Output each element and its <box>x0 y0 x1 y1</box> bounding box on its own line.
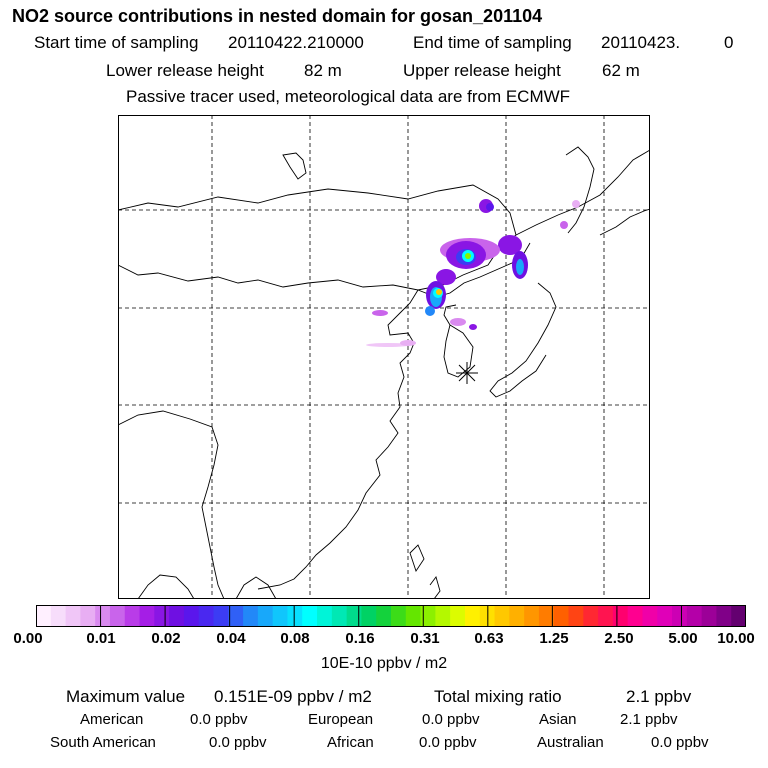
colorbar-tick-label: 0.00 <box>13 630 43 647</box>
region-value-australian: 0.0 ppbv <box>651 734 709 751</box>
end-time-value: 20110423. <box>601 33 681 52</box>
colorbar-cell <box>598 605 614 627</box>
colorbar-cell <box>243 605 259 627</box>
region-name-african: African <box>327 734 374 751</box>
colorbar-tick-label: 0.02 <box>151 630 181 647</box>
region-name-american: American <box>80 711 144 728</box>
colorbar-cell <box>538 605 555 627</box>
colorbar-cell <box>65 605 81 627</box>
colorbar-cell <box>568 605 584 627</box>
region-value-asian: 2.1 ppbv <box>620 711 678 728</box>
coastlines-and-borders <box>118 146 650 599</box>
map-gridlines <box>118 115 650 599</box>
colorbar-cell <box>420 605 436 627</box>
colorbar-cell <box>95 605 111 627</box>
start-time-value: 20110422.210000 <box>228 33 364 52</box>
colorbar-tick-label: 0.63 <box>474 630 504 647</box>
colorbar-tick-label: 5.00 <box>668 630 698 647</box>
colorbar-cell <box>391 605 407 627</box>
colorbar-cell <box>331 605 348 627</box>
colorbar-cell <box>657 605 673 627</box>
colorbar-tick-label: 0.16 <box>345 630 375 647</box>
map-frame <box>118 115 650 599</box>
region-name-european: European <box>308 711 374 728</box>
end-time-suffix: 0 <box>724 33 734 52</box>
colorbar-cell <box>257 605 274 627</box>
region-name-asian: Asian <box>539 711 577 728</box>
lower-height-label: Lower release height <box>106 61 264 80</box>
region-value-american: 0.0 ppbv <box>190 711 248 728</box>
colorbar-cell <box>553 605 570 627</box>
tracer-note: Passive tracer used, meteorological data… <box>126 87 571 106</box>
colorbar-cell <box>183 605 200 627</box>
total-mixing-label: Total mixing ratio <box>434 687 562 706</box>
colorbar-cell <box>376 605 392 627</box>
colorbar-cell <box>361 605 377 627</box>
colorbar-cell <box>731 605 746 627</box>
colorbar-cell <box>169 605 185 627</box>
colorbar-cell <box>272 605 289 627</box>
colorbar-tick-label: 0.31 <box>410 630 440 647</box>
region-name-australian: Australian <box>537 734 604 751</box>
figure-title: NO2 source contributions in nested domai… <box>12 6 543 26</box>
colorbar-cell <box>612 605 629 627</box>
colorbar-cell <box>139 605 155 627</box>
colorbar-cell <box>627 605 644 627</box>
colorbar-cell <box>50 605 67 627</box>
colorbar-cell <box>583 605 599 627</box>
colorbar-cell <box>494 605 510 627</box>
max-value: 0.151E-09 ppbv / m2 <box>214 687 372 706</box>
colorbar-frame <box>36 605 746 627</box>
region-value-european: 0.0 ppbv <box>422 711 480 728</box>
region-value-south-american: 0.0 ppbv <box>209 734 267 751</box>
colorbar-cell <box>642 605 658 627</box>
region-value-african: 0.0 ppbv <box>419 734 477 751</box>
colorbar-cell <box>509 605 525 627</box>
colorbar-cell <box>464 605 481 627</box>
colorbar-cell <box>198 605 215 627</box>
colorbar-tick-label: 0.08 <box>280 630 310 647</box>
colorbar-cell <box>701 605 718 627</box>
receptor-site-marker <box>456 362 478 384</box>
colorbar-tick-label: 0.04 <box>216 630 246 647</box>
colorbar-tick-label: 1.25 <box>539 630 569 647</box>
colorbar-tick-label: 0.01 <box>86 630 116 647</box>
colorbar-cell <box>346 605 363 627</box>
colorbar-cell <box>317 605 333 627</box>
colorbar-cell <box>686 605 703 627</box>
colorbar-cell <box>124 605 141 627</box>
colorbar-cell <box>672 605 688 627</box>
colorbar <box>36 605 746 627</box>
colorbar-cell <box>287 605 303 627</box>
colorbar-cell <box>405 605 422 627</box>
colorbar-cell <box>154 605 170 627</box>
colorbar-cell <box>302 605 318 627</box>
colorbar-cell <box>716 605 732 627</box>
upper-height-value: 62 m <box>602 61 640 80</box>
colorbar-tick-label: 2.50 <box>604 630 634 647</box>
colorbar-unit: 10E-10 ppbv / m2 <box>320 655 448 672</box>
total-mixing-value: 2.1 ppbv <box>626 687 692 706</box>
colorbar-cell <box>524 605 540 627</box>
colorbar-cell <box>109 605 126 627</box>
colorbar-cell <box>213 605 229 627</box>
max-value-label: Maximum value <box>66 687 186 706</box>
colorbar-cell <box>36 605 52 627</box>
upper-height-label: Upper release height <box>403 61 561 80</box>
end-time-label: End time of sampling <box>413 33 572 52</box>
region-name-south-american: South American <box>50 734 156 751</box>
no2-contribution-plume <box>366 199 580 347</box>
colorbar-cell <box>228 605 244 627</box>
lower-height-value: 82 m <box>304 61 342 80</box>
colorbar-tick-label: 10.00 <box>717 630 755 647</box>
start-time-label: Start time of sampling <box>34 33 199 52</box>
source-contribution-map <box>118 115 650 599</box>
colorbar-cell <box>435 605 451 627</box>
colorbar-cell <box>80 605 96 627</box>
colorbar-cell <box>450 605 466 627</box>
